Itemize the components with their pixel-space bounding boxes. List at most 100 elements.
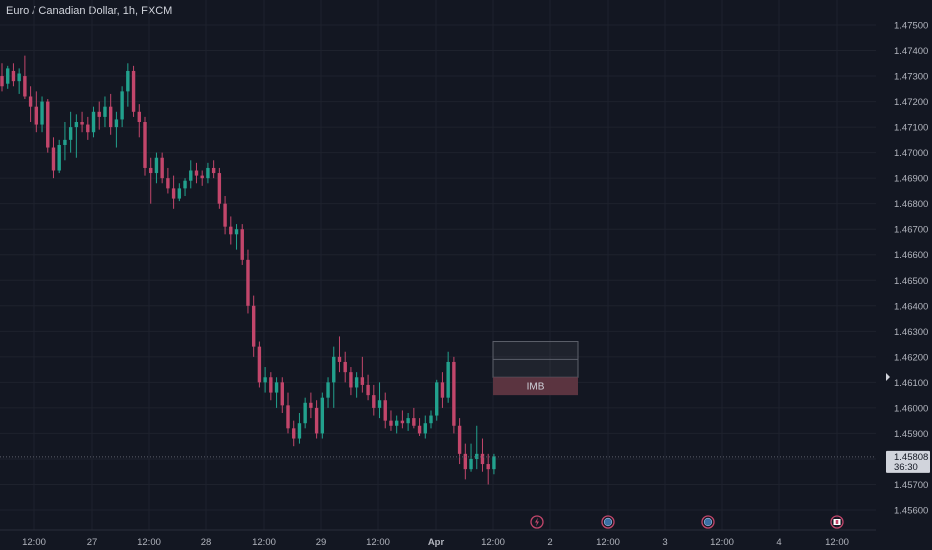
candle-body: [206, 167, 210, 179]
imb-lower-box[interactable]: [493, 377, 578, 396]
candle-body: [400, 420, 405, 424]
x-tick-label: Apr: [428, 537, 445, 548]
candle-body: [154, 157, 159, 174]
grid: [0, 0, 876, 530]
candle-body: [314, 407, 319, 434]
candle-body: [189, 170, 193, 181]
x-tick-label: 3: [662, 537, 667, 548]
candle-body: [28, 96, 33, 107]
scale-arrow-icon[interactable]: [886, 373, 890, 381]
y-tick-label: 1.45700: [894, 480, 928, 491]
candle-body: [320, 397, 325, 434]
candle-body: [108, 106, 113, 128]
candle-body: [17, 73, 21, 82]
bar-countdown: 36:30: [894, 462, 918, 473]
y-tick-label: 1.46200: [894, 352, 928, 363]
y-tick-label: 1.46900: [894, 174, 928, 185]
candle-body: [137, 111, 141, 122]
candle-body: [332, 356, 336, 383]
candle-body: [6, 68, 10, 84]
lightning-icon[interactable]: [530, 515, 544, 529]
candle-body: [149, 167, 153, 174]
candle-body: [51, 147, 56, 171]
imb-zone[interactable]: IMB: [492, 341, 579, 396]
candle-body: [114, 119, 119, 128]
candle-body: [80, 122, 84, 125]
candle-body: [463, 453, 468, 470]
current-price-tag: [886, 450, 930, 473]
candle-body: [263, 377, 267, 383]
candle-body: [217, 173, 222, 204]
x-tick-label: 12:00: [137, 537, 161, 548]
globe-icon[interactable]: [601, 515, 615, 529]
event-markers[interactable]: [530, 515, 844, 529]
x-tick-label: 12:00: [710, 537, 734, 548]
candle-body: [354, 377, 359, 388]
candle-body: [383, 400, 387, 421]
y-tick-label: 1.47100: [894, 123, 928, 134]
x-tick-label: 12:00: [825, 537, 849, 548]
candle-body: [34, 106, 39, 125]
candle-body: [171, 188, 176, 199]
candle-body: [429, 415, 433, 424]
candle-body: [377, 400, 382, 408]
candle-body: [23, 76, 27, 97]
candle-body: [166, 178, 170, 189]
candle-body: [46, 101, 50, 148]
candle-body: [406, 418, 410, 424]
candle-body: [177, 188, 182, 199]
candle-body: [74, 122, 79, 128]
price-axis[interactable]: 1.47500 1.47400 1.47300 1.47200 1.47100 1.470…: [886, 21, 930, 517]
y-tick-label: 1.47400: [894, 46, 928, 57]
candle-body: [86, 124, 90, 133]
candle-body: [440, 382, 445, 398]
x-tick-label: 12:00: [252, 537, 276, 548]
y-tick-label: 1.46700: [894, 225, 928, 236]
candle-body: [343, 361, 347, 373]
candle-body: [475, 453, 479, 459]
canada-flag-icon[interactable]: [830, 515, 844, 529]
candle-body: [126, 70, 130, 92]
candle-body: [360, 377, 365, 385]
candle-body: [229, 226, 233, 235]
x-tick-label: 12:00: [481, 537, 505, 548]
candle-body: [469, 458, 473, 470]
candle-body: [251, 305, 256, 347]
candle-body: [423, 423, 427, 434]
x-tick-label: 28: [201, 537, 212, 548]
candle-body: [297, 423, 302, 439]
y-tick-label: 1.46100: [894, 378, 928, 389]
x-tick-label: 29: [316, 537, 327, 548]
candle-body: [280, 382, 284, 406]
x-tick-label: 4: [776, 537, 781, 548]
x-tick-label: 2: [547, 537, 552, 548]
candle-body: [63, 139, 67, 145]
candle-body: [326, 382, 330, 398]
candle-body: [286, 405, 290, 429]
candle-body: [11, 70, 16, 82]
candle-body: [57, 144, 61, 171]
time-axis[interactable]: 12:00 27 12:00 28 12:00 29 12:00 Apr 12:00 2 12:00…: [0, 529, 876, 548]
y-tick-label: 1.47300: [894, 72, 928, 83]
candle-body: [274, 382, 279, 393]
candle-body: [246, 259, 250, 306]
imb-label: IMB: [527, 382, 545, 393]
candle-body: [131, 70, 136, 112]
globe-icon[interactable]: [701, 515, 715, 529]
candle-body: [417, 425, 422, 434]
candle-body: [234, 229, 239, 235]
candle-body: [257, 346, 262, 383]
candle-body: [97, 111, 101, 117]
candle-body: [366, 384, 370, 396]
candle-body: [452, 361, 456, 426]
candle-body: [269, 377, 273, 393]
candle-body: [412, 418, 416, 426]
candle-body: [200, 175, 204, 179]
x-tick-label: 27: [87, 537, 98, 548]
candle-body: [0, 76, 4, 87]
y-tick-label: 1.45900: [894, 429, 928, 440]
y-tick-label: 1.46300: [894, 327, 928, 338]
candles: [0, 55, 496, 485]
y-tick-label: 1.47500: [894, 21, 928, 32]
